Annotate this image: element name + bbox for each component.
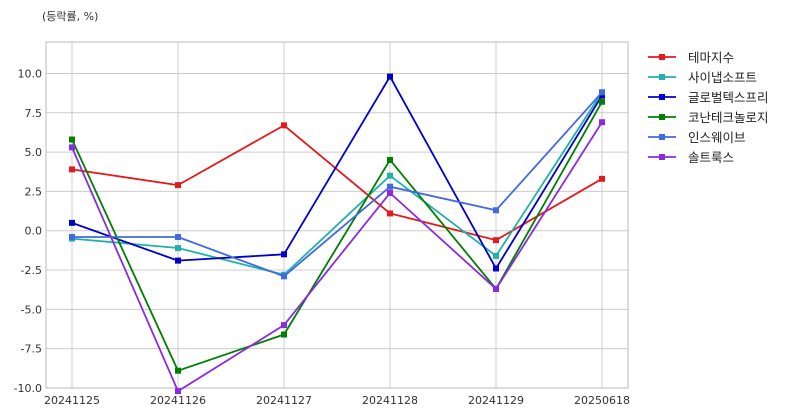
legend-label: 사이냅소프트 xyxy=(688,70,757,85)
data-point xyxy=(493,265,499,272)
legend-item: 사이냅소프트 xyxy=(648,70,757,85)
data-point xyxy=(387,183,393,190)
data-point xyxy=(599,175,605,182)
legend-item: 코난테크놀로지 xyxy=(648,110,769,125)
plot-frame xyxy=(45,41,629,389)
data-point xyxy=(599,89,605,96)
data-point xyxy=(69,234,75,241)
x-tick-label: 20241127 xyxy=(256,394,312,407)
data-point xyxy=(493,237,499,244)
data-point xyxy=(69,144,75,151)
y-tick-label: 7.5 xyxy=(25,107,43,120)
data-point xyxy=(281,322,287,329)
data-point xyxy=(69,166,75,173)
series-6 xyxy=(69,119,605,395)
legend-item: 글로벌텍스프리 xyxy=(648,90,769,105)
legend-label: 글로벌텍스프리 xyxy=(688,90,769,105)
legend-label: 솔트룩스 xyxy=(688,150,734,165)
y-tick-label: -10.0 xyxy=(14,382,42,395)
y-tick-label: -5.0 xyxy=(21,303,42,316)
series-3 xyxy=(69,73,605,272)
y-tick-label: 5.0 xyxy=(25,146,43,159)
data-point xyxy=(387,210,393,217)
x-tick-label: 20250618 xyxy=(574,394,630,407)
data-point xyxy=(493,285,499,292)
legend-marker xyxy=(659,54,665,60)
data-point xyxy=(387,189,393,196)
legend-label: 인스웨이브 xyxy=(688,130,746,145)
y-unit-label: (등락률, %) xyxy=(42,10,99,23)
legend-marker xyxy=(659,74,665,80)
data-point xyxy=(387,73,393,80)
legend-marker xyxy=(659,154,665,160)
data-point xyxy=(493,207,499,214)
legend-marker xyxy=(659,94,665,100)
series-line xyxy=(71,101,603,372)
series-5 xyxy=(69,89,605,280)
y-tick-label: 10.0 xyxy=(18,67,43,80)
legend-item: 테마지수 xyxy=(648,50,734,65)
x-tick-label: 20241126 xyxy=(150,394,206,407)
data-point xyxy=(175,257,181,264)
data-point xyxy=(493,252,499,259)
data-point xyxy=(69,136,75,143)
data-point xyxy=(387,172,393,179)
data-point xyxy=(69,219,75,226)
series-line xyxy=(71,121,603,393)
data-point xyxy=(175,388,181,395)
data-point xyxy=(599,98,605,105)
data-point xyxy=(599,92,605,99)
series-line xyxy=(71,91,603,276)
data-point xyxy=(281,273,287,280)
legend-item: 인스웨이브 xyxy=(648,130,746,145)
legend-marker xyxy=(659,114,665,120)
legend-item: 솔트룩스 xyxy=(648,150,734,165)
y-tick-label: 0.0 xyxy=(25,225,43,238)
plot-area xyxy=(46,42,628,388)
data-point xyxy=(281,122,287,129)
legend-label: 테마지수 xyxy=(688,50,734,65)
x-tick-label: 20241128 xyxy=(362,394,418,407)
legend-marker xyxy=(659,134,665,140)
data-point xyxy=(175,234,181,241)
data-point xyxy=(175,182,181,189)
data-point xyxy=(387,156,393,163)
y-tick-label: -2.5 xyxy=(21,264,42,277)
x-tick-label: 20241129 xyxy=(468,394,524,407)
data-point xyxy=(281,251,287,258)
data-point xyxy=(599,119,605,126)
y-tick-label: -7.5 xyxy=(21,343,42,356)
series-line xyxy=(72,91,603,278)
x-tick-label: 20241125 xyxy=(44,394,100,407)
series-line xyxy=(71,75,603,270)
legend-label: 코난테크놀로지 xyxy=(688,110,769,125)
data-point xyxy=(281,331,287,338)
data-point xyxy=(175,367,181,374)
data-point xyxy=(175,245,181,252)
y-tick-label: 2.5 xyxy=(25,185,43,198)
